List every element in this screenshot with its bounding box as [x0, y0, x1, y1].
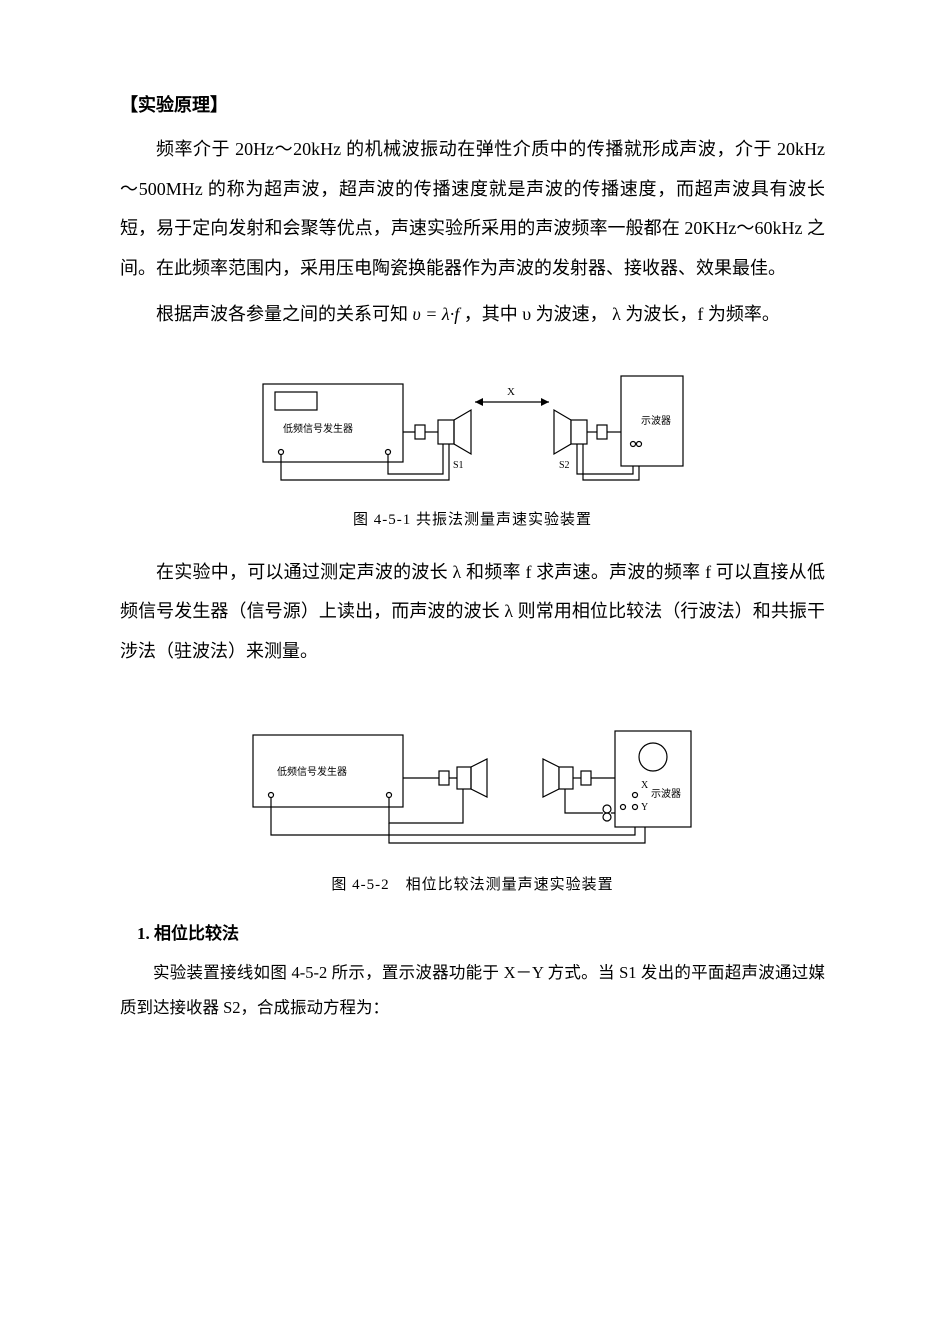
- fig2-scope-label: 示波器: [651, 787, 681, 800]
- fig1-s2-label: S2: [559, 460, 570, 471]
- fig2-x-label: X: [641, 780, 649, 791]
- p2-text-b: ，其中 υ 为波速， λ 为波长，f 为频率。: [464, 304, 780, 324]
- paragraph-methods: 在实验中，可以通过测定声波的波长 λ 和频率 f 求声速。声波的频率 f 可以直…: [120, 553, 825, 672]
- figure-1: 低频信号发生器 S1 X S2 示波器 图 4-5-1 共: [120, 362, 825, 535]
- subheading-phase-method: 1. 相位比较法: [120, 918, 825, 950]
- p2-text-a: 根据声波各参量之间的关系可知: [156, 304, 408, 324]
- paragraph-phase-setup: 实验装置接线如图 4-5-2 所示，置示波器功能于 X－Y 方式。当 S1 发出…: [120, 956, 825, 1025]
- fig2-y-label: Y: [641, 802, 648, 813]
- figure-2-caption: 图 4-5-2 相位比较法测量声速实验装置: [331, 871, 613, 900]
- figure-1-caption: 图 4-5-1 共振法测量声速实验装置: [353, 506, 592, 535]
- fig1-s1-label: S1: [453, 460, 464, 471]
- paragraph-relation: 根据声波各参量之间的关系可知 υ = λ·f ，其中 υ 为波速， λ 为波长，…: [120, 295, 825, 335]
- paragraph-intro: 频率介于 20Hz～20kHz 的机械波振动在弹性介质中的传播就形成声波，介于 …: [120, 130, 825, 288]
- fig1-x-label: X: [507, 386, 515, 398]
- figure-2-svg: 低频信号发生器 示波器 X Y: [243, 717, 703, 857]
- figure-2: 低频信号发生器 示波器 X Y 图 4-5-2: [120, 717, 825, 900]
- figure-1-svg: 低频信号发生器 S1 X S2 示波器: [253, 362, 693, 492]
- fig1-scope-label: 示波器: [641, 414, 671, 427]
- fig1-gen-label: 低频信号发生器: [283, 422, 353, 435]
- p2-equation: υ = λ·f: [413, 304, 460, 324]
- fig2-gen-label: 低频信号发生器: [277, 765, 347, 778]
- section-title: 【实验原理】: [120, 88, 825, 122]
